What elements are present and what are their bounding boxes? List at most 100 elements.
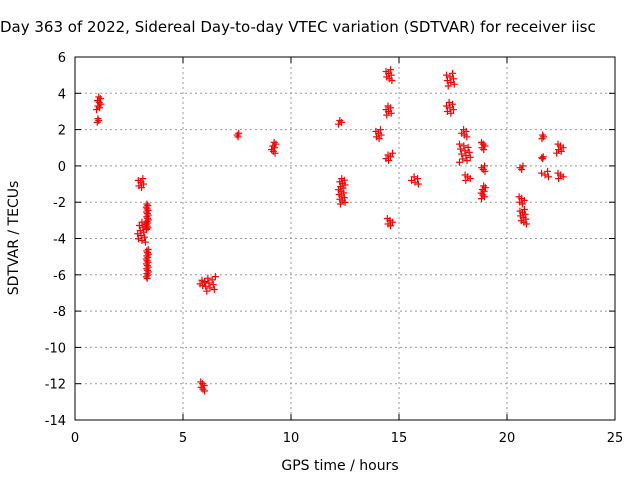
y-tick-label: 2 (58, 124, 66, 139)
x-tick-label: 5 (179, 431, 187, 446)
data-point (458, 150, 466, 158)
data-point (143, 200, 151, 208)
data-point (211, 273, 219, 281)
data-point (95, 93, 103, 101)
data-point (204, 274, 212, 282)
data-point (540, 133, 548, 141)
x-tick-label: 15 (391, 431, 408, 446)
y-tick-label: -8 (53, 305, 66, 320)
data-point (202, 282, 210, 290)
data-point (205, 279, 213, 287)
data-point (463, 157, 471, 165)
data-point (460, 142, 468, 150)
data-point (450, 80, 458, 88)
data-point (382, 155, 390, 163)
data-point (462, 176, 470, 184)
data-point (478, 138, 486, 146)
data-point (384, 102, 392, 110)
data-point (443, 107, 451, 115)
data-point (480, 182, 488, 190)
data-point (234, 133, 242, 141)
data-point (138, 218, 146, 226)
data-point (538, 154, 546, 162)
data-point (197, 378, 205, 386)
data-point (144, 245, 152, 253)
data-point (141, 233, 149, 241)
data-point (516, 198, 524, 206)
data-point (210, 286, 218, 294)
data-point (144, 249, 152, 257)
data-point (387, 66, 395, 74)
data-point (95, 117, 103, 125)
data-points (93, 66, 567, 395)
data-point (519, 162, 527, 170)
data-point (538, 169, 546, 177)
data-point (373, 133, 381, 141)
data-point (515, 193, 523, 201)
data-point (443, 77, 451, 85)
data-point (201, 277, 209, 285)
x-axis-label: GPS time / hours (281, 458, 398, 474)
data-point (135, 182, 143, 190)
data-point (383, 73, 391, 81)
data-point (553, 149, 561, 157)
data-point (233, 131, 241, 139)
y-tick-label: 4 (58, 87, 66, 102)
data-point (464, 143, 472, 151)
data-point (461, 147, 469, 155)
data-point (539, 153, 547, 161)
y-tick-label: -6 (53, 269, 66, 284)
chart-title: Day 363 of 2022, Sidereal Day-to-day VTE… (0, 18, 596, 36)
data-point (142, 273, 150, 281)
data-point (544, 167, 552, 175)
y-axis-label: SDTVAR / TECUs (6, 181, 22, 296)
data-point (445, 98, 453, 106)
data-point (198, 380, 206, 388)
data-point (455, 140, 463, 148)
data-point (336, 117, 344, 125)
data-point (384, 220, 392, 228)
data-point (460, 126, 468, 134)
y-tick-label: -14 (45, 414, 66, 429)
data-point (555, 175, 563, 183)
data-point (414, 180, 422, 188)
data-point (196, 280, 204, 288)
data-point (203, 287, 211, 295)
data-point (384, 151, 392, 159)
data-point (466, 153, 474, 161)
data-point (410, 173, 418, 181)
data-point (462, 152, 470, 160)
data-point (270, 138, 278, 146)
x-tick-label: 20 (499, 431, 516, 446)
data-point (235, 129, 243, 137)
data-point (382, 68, 390, 76)
data-point (141, 238, 149, 246)
data-point (143, 247, 151, 255)
data-point (479, 140, 487, 148)
data-point (206, 284, 214, 292)
data-point (539, 155, 547, 163)
data-point (94, 115, 102, 123)
data-point (134, 176, 142, 184)
data-point (93, 118, 101, 126)
data-point (539, 131, 547, 139)
data-point (383, 215, 391, 223)
data-point (449, 69, 457, 77)
data-point (383, 111, 391, 119)
data-point (481, 162, 489, 170)
data-point (142, 203, 150, 211)
data-point (555, 146, 563, 154)
data-point (139, 175, 147, 183)
data-point (443, 71, 451, 79)
data-point (544, 173, 552, 181)
data-point (459, 155, 467, 163)
x-tick-label: 0 (71, 431, 79, 446)
data-point (457, 145, 465, 153)
data-point (338, 175, 346, 183)
y-tick-label: -10 (45, 341, 66, 356)
data-point (520, 205, 528, 213)
data-point (382, 106, 390, 114)
data-point (479, 166, 487, 174)
data-point (443, 102, 451, 110)
